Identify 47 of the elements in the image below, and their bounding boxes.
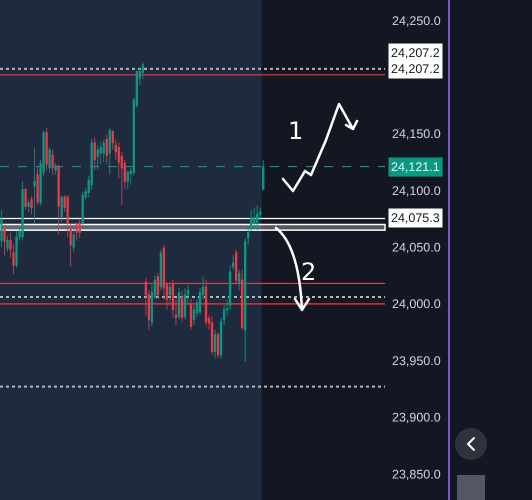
y-tick-label: 24,250.0	[392, 14, 441, 28]
y-tick-label: 23,950.0	[392, 354, 441, 368]
candlestick	[51, 149, 54, 175]
candlestick	[24, 188, 27, 210]
candlestick	[82, 191, 84, 228]
candlestick	[184, 288, 186, 320]
candlestick	[78, 220, 81, 238]
candlestick	[94, 136, 96, 170]
ref-line-label: 24,121.1	[391, 160, 440, 174]
y-tick-label: 24,150.0	[392, 127, 441, 142]
candlestick	[48, 146, 51, 173]
candlestick	[106, 134, 108, 165]
candlestick	[3, 224, 6, 256]
candlestick	[57, 164, 60, 236]
annotation: 1	[288, 117, 304, 145]
candlestick	[102, 139, 105, 163]
candlestick	[238, 269, 240, 291]
candlestick	[36, 166, 39, 206]
y-tick-label: 24,050.0	[392, 240, 441, 255]
candlestick	[30, 196, 33, 215]
candlestick	[76, 222, 78, 241]
y-tick-label: 24,000.0	[392, 297, 441, 312]
candlestick	[160, 249, 162, 291]
text: 24,207.2	[391, 46, 440, 60]
candlestick	[6, 235, 9, 252]
candlestick	[0, 209, 3, 248]
candlestick	[45, 128, 48, 170]
ref-line-label: 24,075.3	[391, 211, 440, 225]
candlestick	[210, 316, 214, 356]
candlestick	[178, 288, 180, 320]
ref-line-label: 24,207.2	[391, 62, 440, 76]
candlestick	[126, 170, 129, 190]
candlestick	[250, 209, 252, 232]
y-tick-label: 23,900.0	[392, 410, 441, 425]
candlestick	[27, 199, 30, 212]
candlestick	[168, 282, 172, 306]
y-tick-label: 24,100.0	[392, 184, 441, 198]
candlestick	[256, 204, 258, 231]
candlestick	[72, 224, 75, 252]
candlestick	[214, 330, 216, 359]
candlestick	[216, 332, 220, 359]
candlestick	[21, 181, 24, 241]
candlestick	[253, 207, 256, 228]
candlestick	[15, 230, 18, 268]
candlestick	[60, 194, 63, 223]
y-tick-label: 23,850.0	[392, 467, 441, 482]
annotation: 2	[301, 258, 316, 286]
